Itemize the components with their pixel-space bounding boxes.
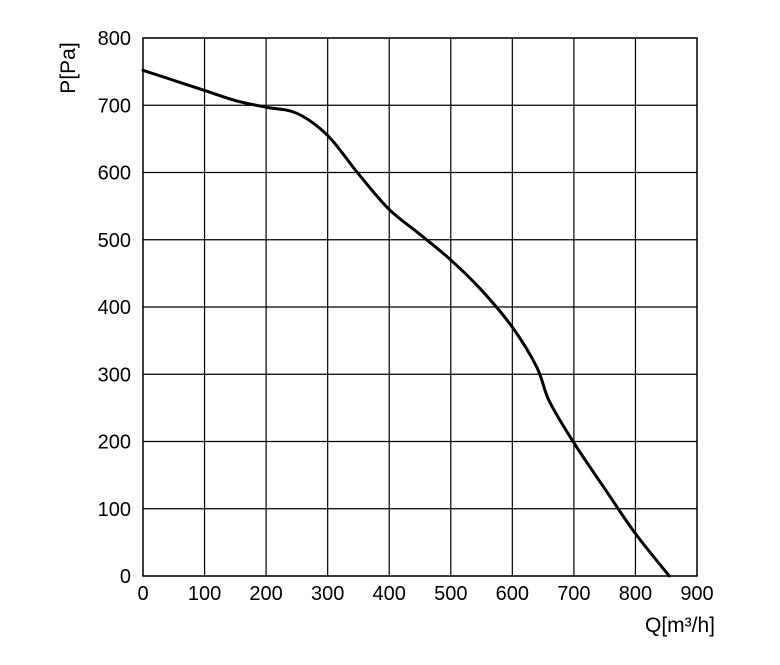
y-axis-label: P[Pa] <box>57 42 80 93</box>
x-tick-label: 200 <box>249 583 282 605</box>
x-tick-label: 900 <box>680 583 713 605</box>
y-tick-label: 500 <box>98 230 131 252</box>
y-tick-label: 100 <box>98 499 131 521</box>
x-tick-label: 800 <box>619 583 652 605</box>
y-tick-label: 200 <box>98 432 131 454</box>
x-tick-label: 300 <box>311 583 344 605</box>
grid <box>142 37 698 577</box>
series-group <box>141 68 671 578</box>
y-tick-labels: 0 100 200 300 400 500 600 700 800 <box>98 28 131 588</box>
y-tick-label: 800 <box>98 28 131 50</box>
y-tick-label: 0 <box>120 566 131 588</box>
x-tick-label: 100 <box>188 583 221 605</box>
y-tick-label: 400 <box>98 297 131 319</box>
plot-frame <box>142 37 698 577</box>
y-tick-label: 700 <box>98 95 131 117</box>
x-tick-label: 500 <box>434 583 467 605</box>
pressure-curve <box>141 68 671 578</box>
x-tick-label: 700 <box>557 583 590 605</box>
y-tick-label: 300 <box>98 364 131 386</box>
x-tick-label: 0 <box>137 583 148 605</box>
x-tick-label: 400 <box>373 583 406 605</box>
y-tick-label: 600 <box>98 163 131 185</box>
x-tick-labels: 0 100 200 300 400 500 600 700 800 900 <box>137 583 713 605</box>
x-tick-label: 600 <box>496 583 529 605</box>
x-axis-label: Q[m³/h] <box>645 614 715 637</box>
